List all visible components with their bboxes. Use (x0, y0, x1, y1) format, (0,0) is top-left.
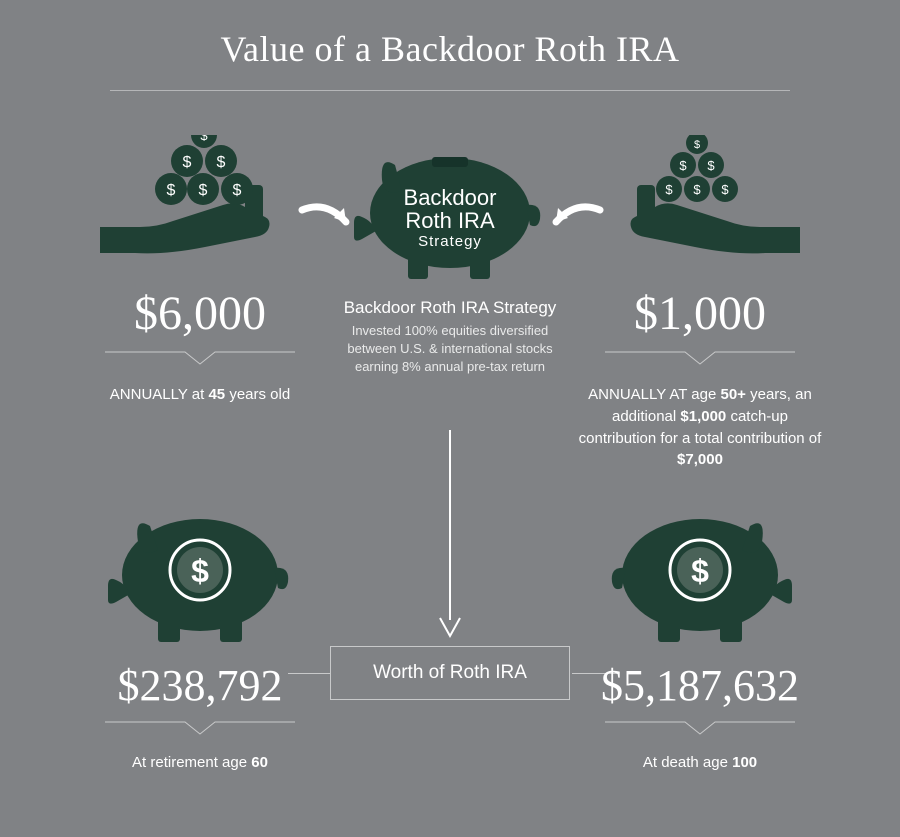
right-label: ANNUALLY AT age 50+ years, an additional… (570, 384, 830, 471)
down-arrow-icon (430, 430, 470, 630)
page-title: Value of a Backdoor Roth IRA (0, 28, 900, 70)
svg-text:$: $ (707, 158, 715, 173)
svg-text:$: $ (200, 135, 208, 143)
chevron-divider-icon (105, 351, 295, 365)
svg-text:$: $ (191, 553, 209, 589)
chevron-divider-icon (105, 721, 295, 735)
bottom-left-block: $ $238,792 At retirement age 60 (70, 490, 330, 771)
svg-text:$: $ (693, 182, 701, 197)
chevron-divider-icon (605, 721, 795, 735)
right-amount: $1,000 (570, 286, 830, 341)
worth-box: Worth of Roth IRA (330, 646, 570, 700)
svg-text:$: $ (183, 154, 192, 171)
svg-text:$: $ (665, 182, 673, 197)
result-right-amount: $5,187,632 (570, 660, 830, 711)
flow-arrow-right-icon (546, 198, 606, 248)
svg-text:$: $ (167, 182, 176, 199)
svg-text:$: $ (217, 154, 226, 171)
result-right-label: At death age 100 (570, 754, 830, 771)
piggy-strategy-icon (320, 130, 580, 280)
svg-text:$: $ (694, 139, 700, 151)
top-right-block: $ $ $ $ $ $ $1,000 ANNUALLY AT age 50+ y… (570, 130, 830, 471)
svg-text:$: $ (691, 553, 709, 589)
piggy-result-left-icon: $ (100, 490, 300, 650)
mid-desc: Invested 100% equities diversified betwe… (320, 322, 580, 377)
top-left-block: $ $ $ $ $ $ $6,000 ANNUALLY at 45 years … (70, 130, 330, 406)
result-left-amount: $238,792 (70, 660, 330, 711)
chevron-divider-icon (605, 351, 795, 365)
svg-text:$: $ (679, 158, 687, 173)
left-label: ANNUALLY at 45 years old (70, 384, 330, 406)
title-divider (110, 90, 790, 91)
bottom-right-block: $ $5,187,632 At death age 100 (570, 490, 830, 771)
svg-text:$: $ (721, 182, 729, 197)
result-left-label: At retirement age 60 (70, 754, 330, 771)
mid-title: Backdoor Roth IRA Strategy (320, 298, 580, 318)
svg-text:$: $ (233, 182, 242, 199)
top-mid-block: Backdoor Roth IRA Strategy Invested 100%… (320, 130, 580, 377)
hand-coins-left-icon: $ $ $ $ $ $ (70, 130, 330, 280)
hand-coins-right-icon: $ $ $ $ $ $ (570, 130, 830, 280)
piggy-result-right-icon: $ (600, 490, 800, 650)
left-amount: $6,000 (70, 286, 330, 341)
flow-arrow-left-icon (296, 198, 356, 248)
svg-text:$: $ (199, 182, 208, 199)
